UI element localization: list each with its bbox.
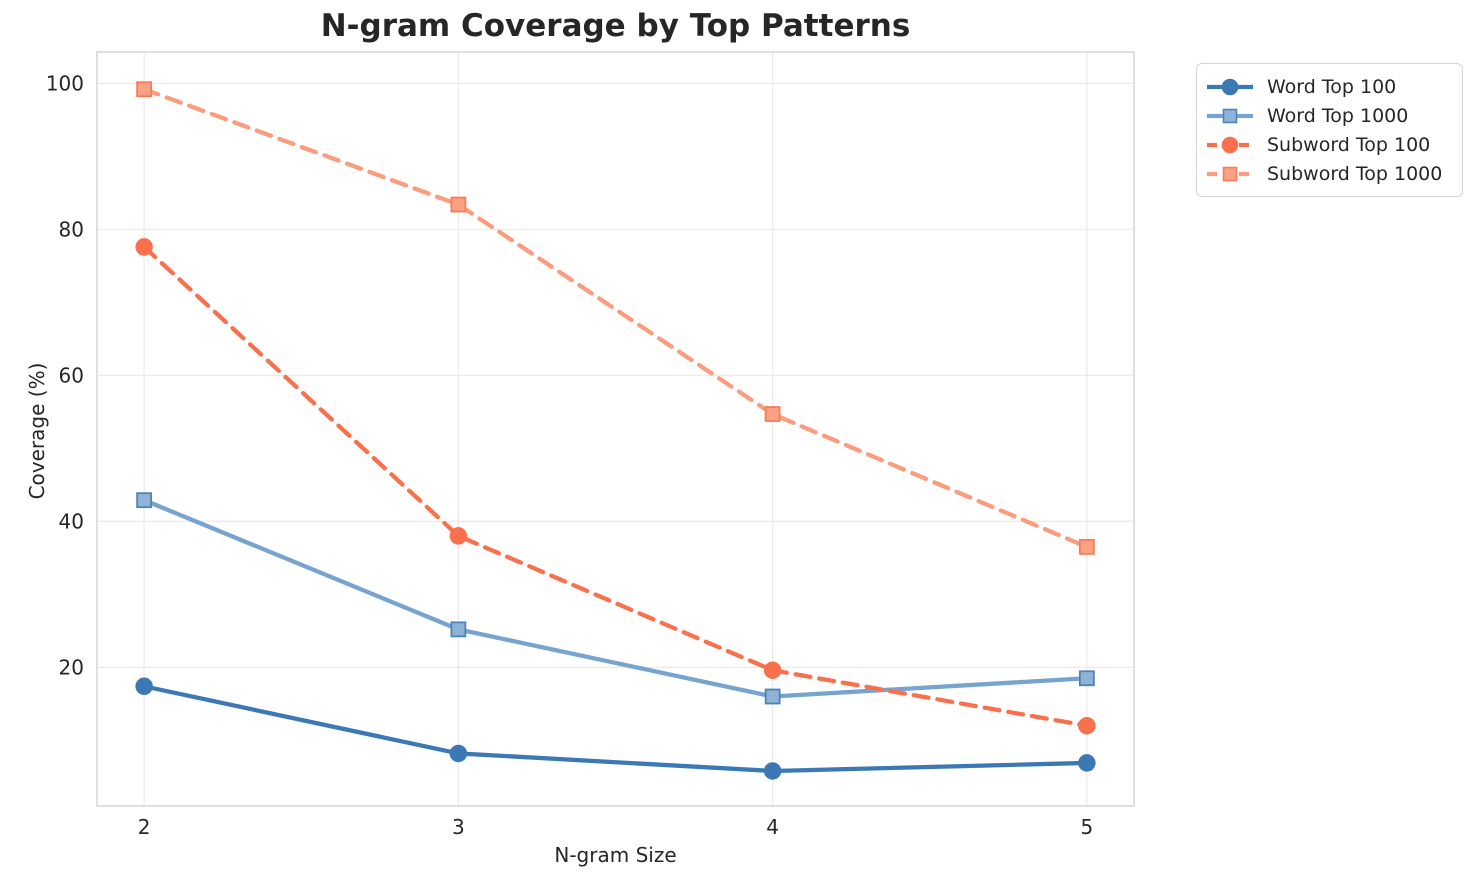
data-point-word-top-1000: [450, 621, 467, 638]
legend-item-subword-top-100: Subword Top 100: [1205, 130, 1450, 159]
y-tick-label: 60: [59, 363, 84, 387]
data-point-subword-top-100: [763, 661, 782, 679]
legend-marker-word-top-100: [1207, 78, 1253, 95]
series-line-subword-top-100: [141, 244, 1090, 728]
x-axis-label: N-gram Size: [554, 843, 677, 867]
series-line-subword-top-1000: [141, 87, 1090, 550]
data-point-word-top-100: [1078, 754, 1096, 772]
legend-label-word-top-100: Word Top 100: [1267, 75, 1397, 98]
y-tick-label: 80: [59, 217, 84, 241]
data-point-subword-top-100: [1078, 716, 1096, 735]
series-line-word-top-100: [141, 684, 1090, 774]
y-tick-label: 20: [59, 655, 84, 679]
x-tick-label: 4: [766, 815, 779, 839]
data-point-word-top-1000: [136, 492, 153, 509]
data-point-subword-top-1000: [450, 196, 467, 213]
plot-border: [96, 51, 1135, 807]
data-point-subword-top-1000: [1078, 538, 1095, 555]
chart-title: N-gram Coverage by Top Patterns: [320, 8, 911, 44]
legend: Word Top 100 Word Top 1000 Subword Top 100…: [1196, 63, 1463, 197]
legend-item-word-top-1000: Word Top 1000: [1205, 101, 1450, 130]
data-point-word-top-100: [449, 744, 468, 763]
data-point-subword-top-100: [135, 238, 153, 256]
data-point-subword-top-1000: [136, 81, 153, 98]
legend-item-word-top-100: Word Top 100: [1205, 72, 1450, 101]
legend-label-subword-top-1000: Subword Top 1000: [1267, 162, 1443, 185]
data-point-word-top-100: [763, 762, 782, 780]
legend-marker-subword-top-100: [1207, 136, 1253, 153]
y-axis-label: Coverage (%): [25, 362, 49, 500]
data-point-word-top-1000: [1078, 670, 1095, 687]
series-line-word-top-1000: [141, 498, 1090, 699]
legend-marker-subword-top-1000: [1207, 166, 1253, 181]
y-tick-label: 100: [46, 71, 84, 95]
data-point-subword-top-1000: [764, 406, 781, 422]
data-point-word-top-100: [135, 677, 153, 696]
legend-marker-word-top-1000: [1207, 108, 1253, 123]
data-point-subword-top-100: [449, 527, 468, 545]
legend-label-subword-top-100: Subword Top 100: [1267, 133, 1431, 156]
x-tick-label: 5: [1080, 815, 1093, 839]
y-tick-label: 40: [59, 509, 84, 533]
x-tick-label: 2: [138, 815, 151, 839]
data-point-word-top-1000: [764, 688, 781, 705]
x-tick-label: 3: [452, 815, 465, 839]
legend-label-word-top-1000: Word Top 1000: [1267, 104, 1409, 127]
legend-item-subword-top-1000: Subword Top 1000: [1205, 159, 1450, 188]
